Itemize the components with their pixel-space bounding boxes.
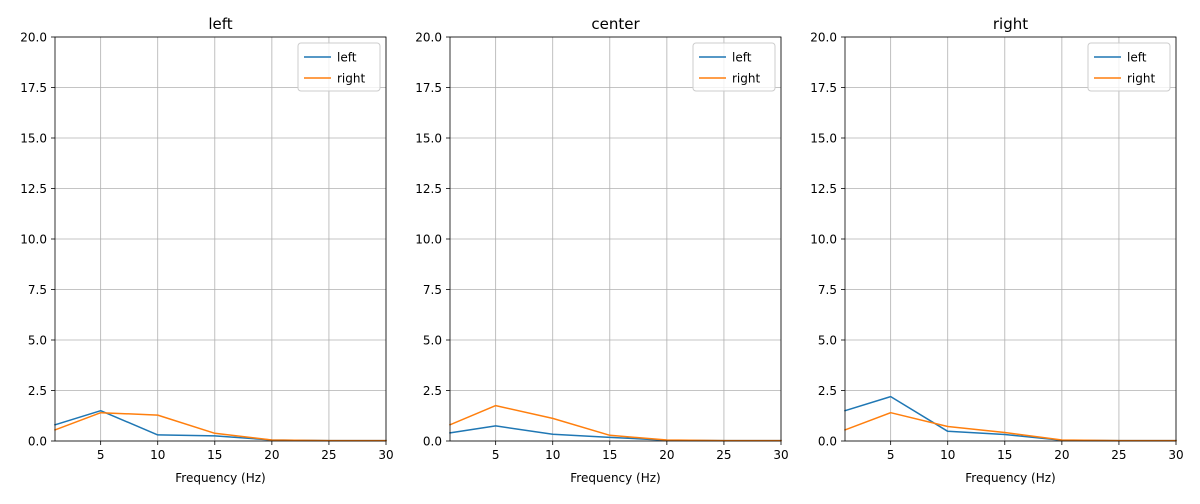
legend-label: left [1127, 51, 1147, 65]
y-tick-label: 12.5 [810, 182, 837, 196]
x-tick-label: 30 [773, 448, 788, 462]
axes-frame [844, 36, 1177, 442]
y-tick-label: 2.5 [818, 384, 837, 398]
panel-title: right [993, 15, 1028, 33]
y-tick-label: 5.0 [818, 334, 837, 348]
x-tick-label: 15 [997, 448, 1012, 462]
x-tick-label: 5 [887, 448, 895, 462]
series-line-left [449, 425, 782, 442]
legend-label: left [337, 51, 357, 65]
legend-label: right [337, 72, 365, 86]
x-tick-label: 25 [1111, 448, 1126, 462]
y-tick-label: 12.5 [415, 182, 442, 196]
y-tick-label: 17.5 [20, 81, 47, 95]
legend: left right [297, 42, 381, 92]
gridlines [450, 36, 782, 442]
y-tick-label: 2.5 [28, 384, 47, 398]
y-tick-label: 7.5 [423, 283, 442, 297]
y-tick-label: 10.0 [810, 233, 837, 247]
x-axis-label: Frequency (Hz) [570, 471, 661, 485]
legend-label: right [732, 72, 760, 86]
y-tick-label: 15.0 [415, 132, 442, 146]
series-line-right [844, 411, 1177, 442]
x-tick-label: 10 [940, 448, 955, 462]
axes-frame [54, 36, 387, 442]
series-line-left [54, 409, 387, 442]
y-tick-label: 0.0 [818, 435, 837, 449]
y-tick-label: 15.0 [810, 132, 837, 146]
x-tick-label: 20 [659, 448, 674, 462]
x-tick-label: 15 [207, 448, 222, 462]
x-tick-label: 30 [378, 448, 393, 462]
y-tick-label: 7.5 [818, 283, 837, 297]
chart-panel-left: left 5 10 15 20 25 30 0.0 2.5 5.0 7.5 10.0 12.5 15.0 1… [20, 15, 393, 485]
axes-frame [449, 36, 782, 442]
legend-box [297, 42, 381, 92]
x-tick-label: 5 [97, 448, 105, 462]
x-axis-label: Frequency (Hz) [175, 471, 266, 485]
panel-title: center [591, 15, 640, 33]
x-tick-label: 20 [1054, 448, 1069, 462]
chart-panel-center: center 5 10 15 20 25 30 0.0 2.5 5.0 7.5 10.0 12.5 15.… [415, 15, 788, 485]
x-tick-label: 10 [150, 448, 165, 462]
y-tick-label: 20.0 [810, 31, 837, 45]
x-tick-label: 30 [1168, 448, 1183, 462]
y-tick-label: 7.5 [28, 283, 47, 297]
y-tick-label: 17.5 [415, 81, 442, 95]
y-tick-label: 10.0 [20, 233, 47, 247]
legend-box [692, 42, 776, 92]
y-tick-label: 0.0 [28, 435, 47, 449]
y-tick-label: 15.0 [20, 132, 47, 146]
legend: left right [692, 42, 776, 92]
chart-panel-right: right 5 10 15 20 25 30 0.0 2.5 5.0 7.5 10.0 12.5 15.0… [810, 15, 1183, 485]
legend-label: left [732, 51, 752, 65]
y-tick-label: 0.0 [423, 435, 442, 449]
y-tick-label: 2.5 [423, 384, 442, 398]
y-tick-label: 20.0 [20, 31, 47, 45]
x-tick-label: 5 [492, 448, 500, 462]
legend-label: right [1127, 72, 1155, 86]
x-tick-label: 25 [321, 448, 336, 462]
legend-box [1087, 42, 1171, 92]
legend: left right [1087, 42, 1171, 92]
x-tick-label: 10 [545, 448, 560, 462]
panel-title: left [208, 15, 232, 33]
gridlines [55, 36, 387, 442]
y-tick-label: 12.5 [20, 182, 47, 196]
x-axis-label: Frequency (Hz) [965, 471, 1056, 485]
y-tick-label: 10.0 [415, 233, 442, 247]
y-tick-label: 20.0 [415, 31, 442, 45]
x-tick-label: 20 [264, 448, 279, 462]
y-tick-label: 5.0 [423, 334, 442, 348]
gridlines [845, 36, 1177, 442]
y-tick-label: 5.0 [28, 334, 47, 348]
x-tick-label: 25 [716, 448, 731, 462]
x-tick-label: 15 [602, 448, 617, 462]
y-tick-label: 17.5 [810, 81, 837, 95]
series-line-right [449, 404, 782, 442]
